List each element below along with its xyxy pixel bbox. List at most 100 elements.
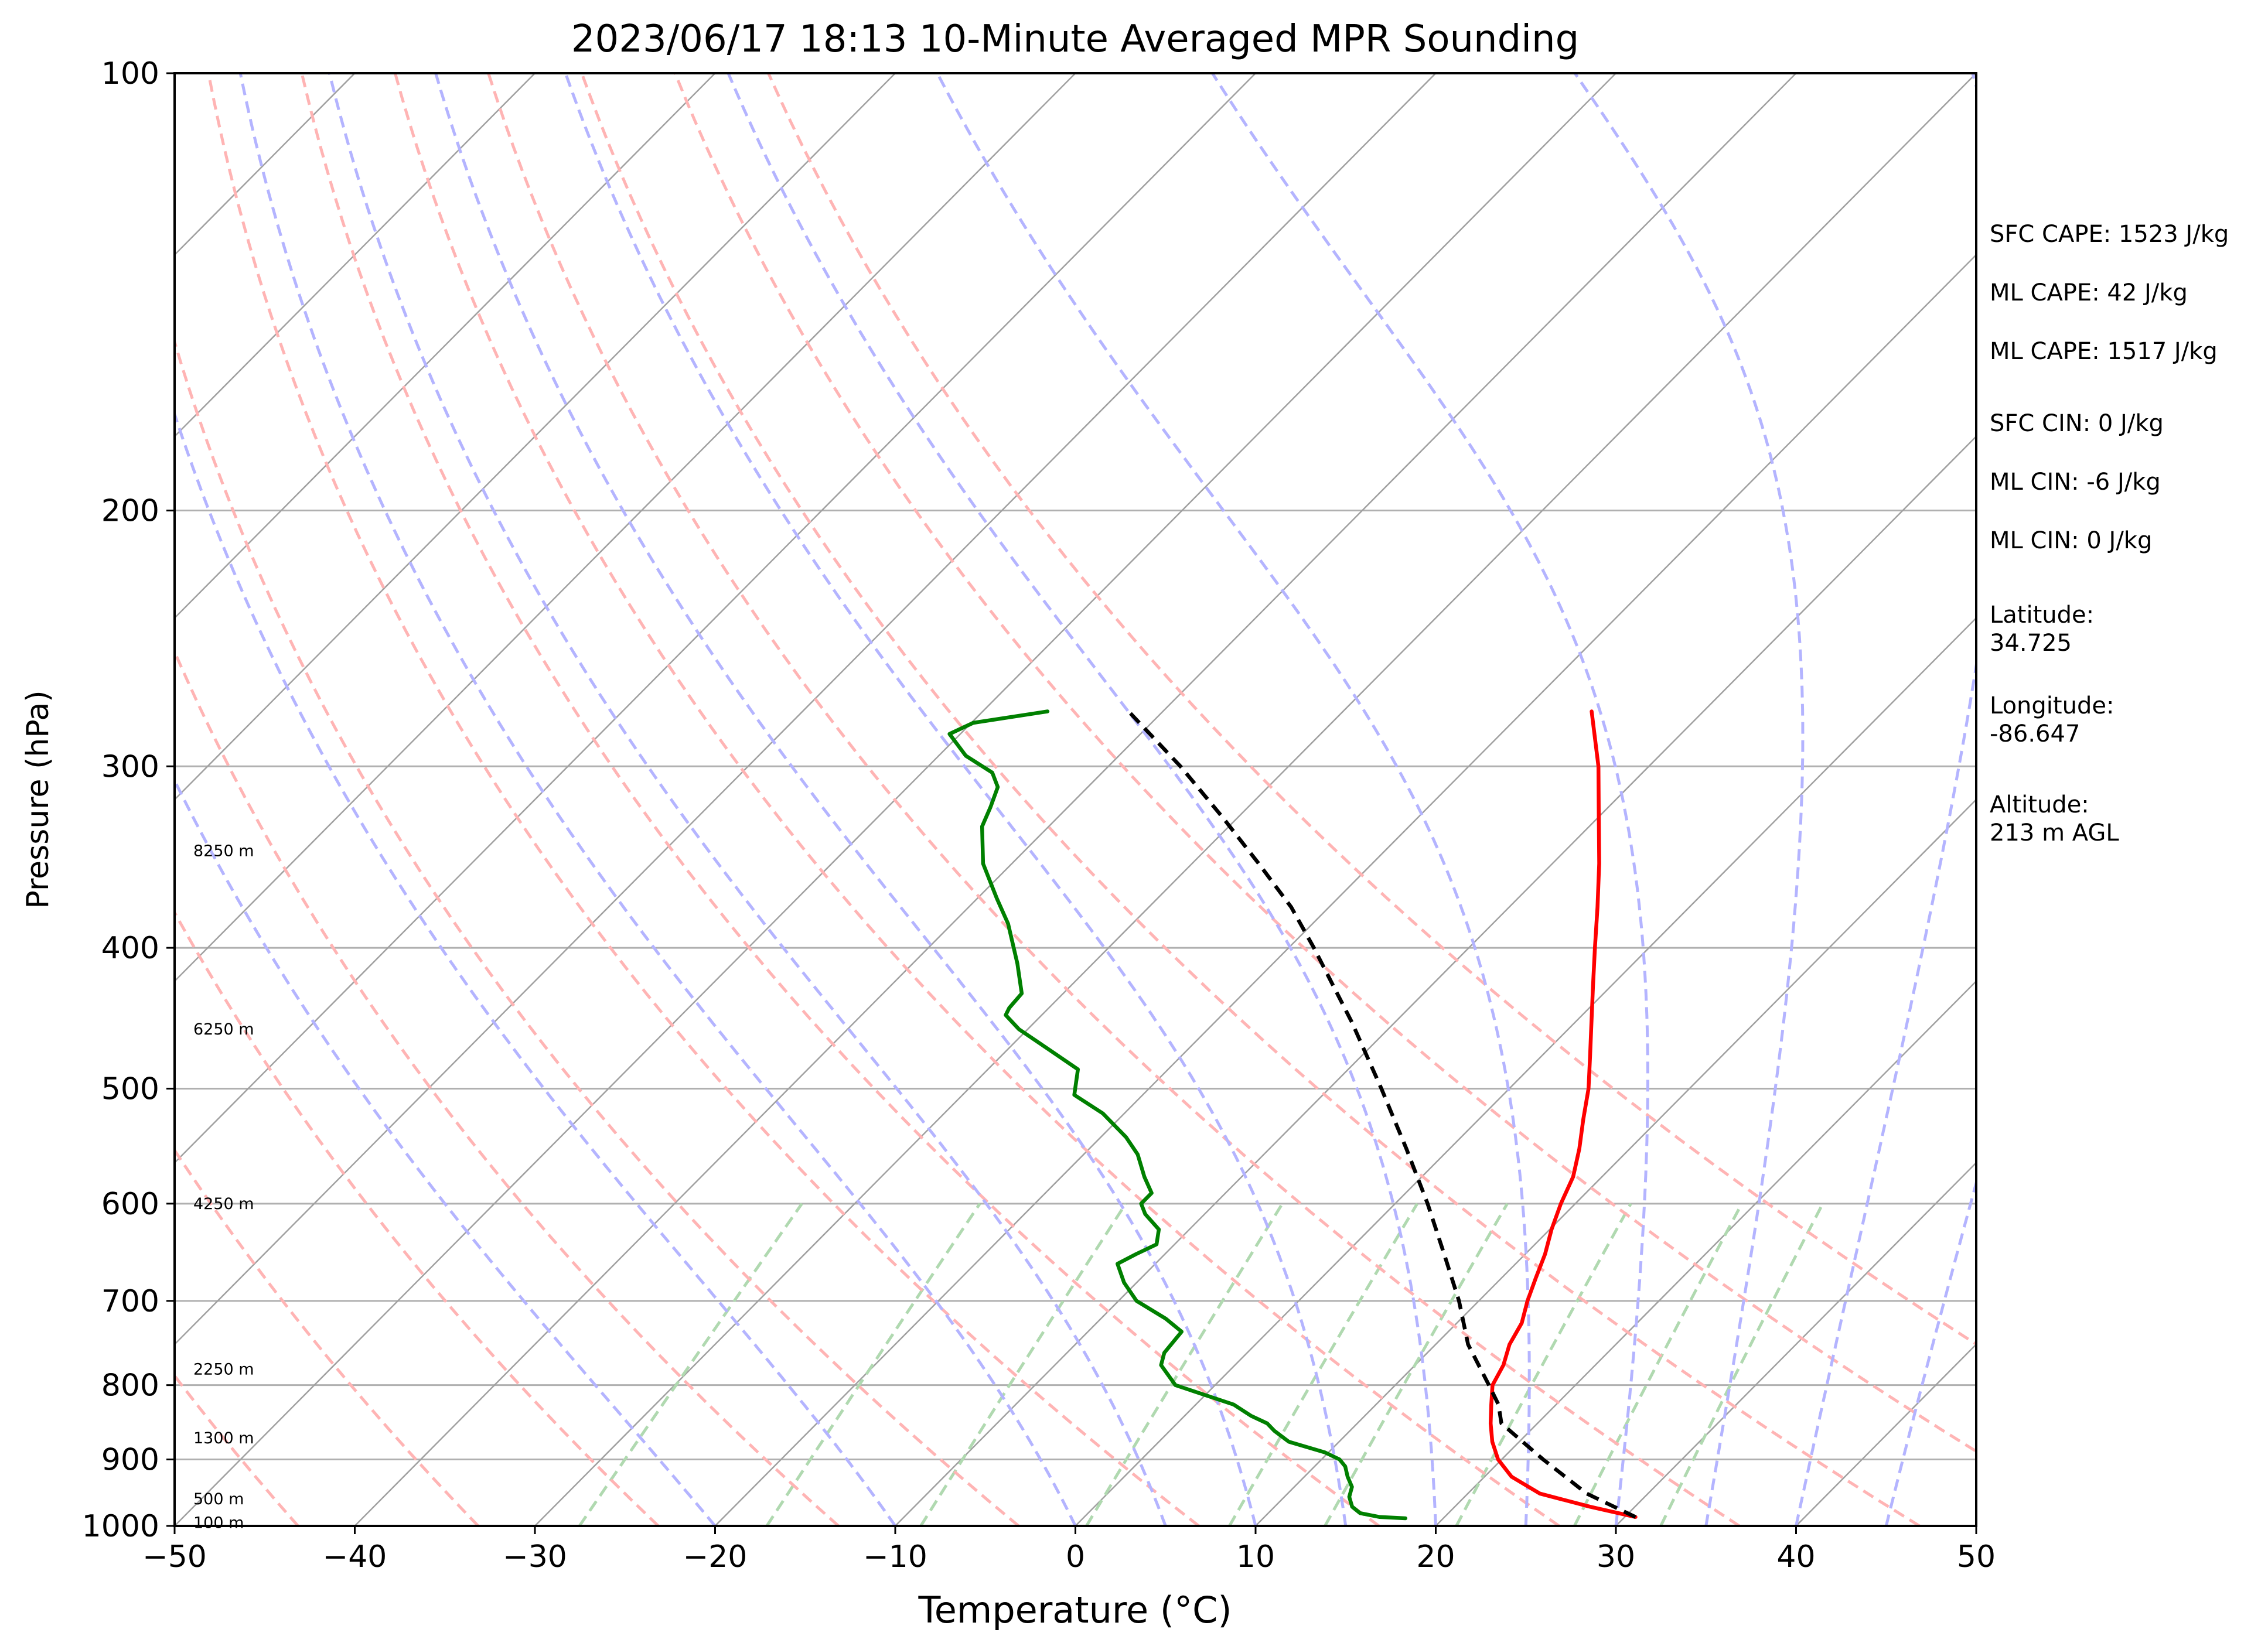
sounding-index-label: SFC CIN: 0 J/kg [1990, 410, 2164, 437]
isotherm-line [175, 73, 1256, 1164]
y-tick-label: 700 [101, 1284, 159, 1319]
x-tick-label: 0 [1066, 1539, 1085, 1575]
moist-adiabat-line [328, 73, 1167, 1526]
x-tick-label: −20 [683, 1539, 748, 1575]
moist-adiabat-line [238, 73, 1077, 1526]
dry-adiabat-line [207, 73, 1200, 1526]
mixing-ratio-lines [578, 1203, 1824, 1526]
pressure-gridlines [175, 73, 1976, 1526]
sounding-index-label: ML CIN: 0 J/kg [1990, 527, 2152, 554]
x-tick-label: 20 [1416, 1539, 1455, 1575]
isotherm-line [1435, 980, 1976, 1526]
isotherm-line [534, 73, 1976, 1526]
isotherm-lines [175, 73, 1976, 1526]
isotherm-line [175, 73, 1437, 1346]
moist-adiabat-line [936, 73, 1531, 1526]
y-tick-label: 400 [101, 931, 159, 966]
mixing-ratio-line [1324, 1203, 1509, 1526]
plot-area [175, 73, 1976, 1526]
mixing-ratio-line [765, 1203, 981, 1526]
isotherm-line [175, 73, 1076, 982]
isotherm-line [175, 73, 536, 438]
moist-adiabat-line [1573, 73, 1805, 1526]
height-label: 100 m [193, 1514, 244, 1532]
sounding-index-label: Longitude: [1990, 692, 2114, 719]
moist-adiabat-line [564, 73, 1348, 1526]
sounding-index-label: 34.725 [1990, 630, 2072, 657]
x-tick-label: −30 [503, 1539, 567, 1575]
x-axis-label: Temperature (°C) [918, 1589, 1232, 1631]
sounding-index-label: -86.647 [1990, 720, 2080, 747]
dry-adiabat-line [767, 73, 1976, 1346]
sounding-profiles [947, 709, 1638, 1521]
x-tick-label: 50 [1957, 1539, 1996, 1575]
x-tick-label: 10 [1236, 1539, 1275, 1575]
sounding-index-label: 213 m AGL [1990, 819, 2119, 846]
y-tick-label: 200 [101, 494, 159, 529]
height-label: 8250 m [193, 842, 254, 860]
isotherm-line [714, 254, 1976, 1526]
x-tick-label: 30 [1597, 1539, 1635, 1575]
height-label: 500 m [193, 1490, 244, 1508]
height-label: 4250 m [193, 1195, 254, 1213]
dry-adiabat-line [175, 1148, 479, 1526]
x-tick-label: −10 [863, 1539, 927, 1575]
moist-adiabat-lines [175, 73, 1976, 1526]
y-tick-label: 800 [101, 1368, 159, 1403]
dry-adiabat-line [175, 909, 660, 1526]
height-label: 1300 m [193, 1429, 254, 1447]
x-axis-ticks: −50 −40 −30 −20 −10 0 10 20 30 40 50 [142, 1526, 1996, 1575]
y-tick-label: 900 [101, 1443, 159, 1478]
temperature-line [1488, 709, 1638, 1519]
moist-adiabat-line [175, 409, 897, 1526]
sounding-indices: SFC CAPE: 1523 J/kg ML CAPE: 42 J/kg ML CA… [1990, 221, 2229, 846]
mixing-ratio-line [1228, 1203, 1419, 1526]
isotherm-line [1075, 617, 1976, 1526]
height-label: 2250 m [193, 1360, 254, 1378]
parcel-profile-line [1127, 710, 1636, 1519]
isotherm-line [1255, 798, 1976, 1526]
moist-adiabat-line [1795, 73, 1976, 1526]
dry-adiabat-line [673, 73, 1976, 1453]
mixing-ratio-line [1085, 1203, 1284, 1526]
height-label: 6250 m [193, 1020, 254, 1039]
dewpoint-line [947, 709, 1408, 1521]
mixing-ratio-line [1659, 1203, 1824, 1526]
y-axis-label: Pressure (hPa) [21, 691, 56, 909]
chart-title: 2023/06/17 18:13 10-Minute Averaged MPR … [571, 18, 1579, 61]
dry-adiabat-line [393, 73, 1560, 1526]
y-tick-label: 1000 [82, 1509, 159, 1544]
moist-adiabat-line [434, 73, 1257, 1526]
y-axis-ticks: 100 200 300 400 500 600 700 800 900 1000 [82, 56, 175, 1544]
isotherm-line [895, 435, 1976, 1526]
dry-adiabat-lines [175, 73, 1976, 1526]
y-tick-label: 600 [101, 1187, 159, 1222]
dry-adiabat-line [175, 648, 840, 1526]
moist-adiabat-line [727, 73, 1437, 1526]
height-labels: 8250 m 6250 m 4250 m 2250 m 1300 m 500 m 100 m [193, 842, 254, 1532]
x-tick-label: 40 [1776, 1539, 1815, 1575]
y-tick-label: 300 [101, 749, 159, 784]
sounding-index-label: Latitude: [1990, 602, 2094, 629]
y-tick-label: 100 [101, 56, 159, 91]
mixing-ratio-line [578, 1203, 803, 1526]
isotherm-line [1615, 1162, 1976, 1526]
sounding-index-label: Altitude: [1990, 791, 2089, 818]
isotherm-line [354, 73, 1797, 1526]
dry-adiabat-line [300, 73, 1380, 1526]
sounding-index-label: ML CIN: -6 J/kg [1990, 469, 2161, 496]
isotherm-line [175, 73, 896, 801]
mixing-ratio-line [1573, 1203, 1744, 1526]
x-tick-label: −50 [142, 1539, 207, 1575]
x-tick-label: −40 [323, 1539, 387, 1575]
moist-adiabat-line [175, 777, 717, 1526]
sounding-index-label: SFC CAPE: 1523 J/kg [1990, 221, 2229, 248]
y-tick-label: 500 [101, 1071, 159, 1107]
sounding-index-label: ML CAPE: 1517 J/kg [1990, 338, 2218, 365]
isotherm-line [175, 73, 716, 619]
dry-adiabat-line [580, 73, 1921, 1526]
dry-adiabat-line [487, 73, 1740, 1526]
sounding-index-label: ML CAPE: 42 J/kg [1990, 279, 2188, 306]
